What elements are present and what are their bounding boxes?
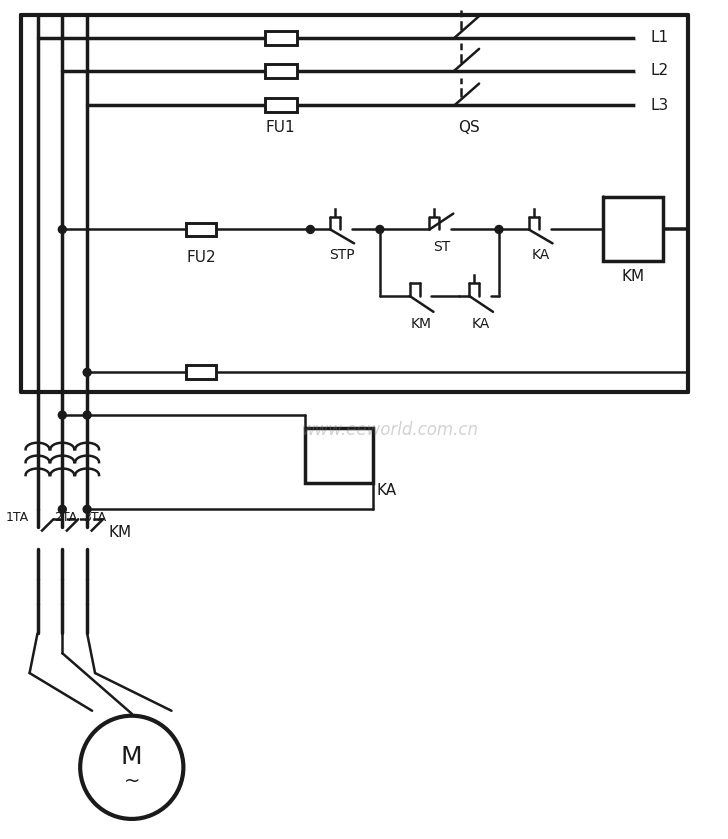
Text: L2: L2	[651, 63, 669, 78]
Circle shape	[58, 531, 66, 539]
Bar	[186, 366, 216, 379]
Circle shape	[83, 368, 91, 377]
Circle shape	[637, 32, 649, 44]
Text: FU1: FU1	[266, 120, 296, 135]
Text: www.eeworld.com.cn: www.eeworld.com.cn	[301, 421, 478, 439]
Circle shape	[58, 226, 66, 233]
Circle shape	[306, 226, 314, 233]
Text: QS: QS	[459, 120, 480, 135]
Text: 1TA: 1TA	[6, 511, 29, 524]
Text: ~: ~	[124, 772, 140, 790]
Text: FU2: FU2	[186, 250, 216, 265]
Text: KA: KA	[472, 317, 490, 331]
Circle shape	[83, 411, 91, 419]
Text: L1: L1	[651, 30, 669, 45]
Circle shape	[495, 226, 503, 233]
Bar	[265, 64, 296, 78]
Circle shape	[376, 226, 384, 233]
Circle shape	[637, 100, 649, 112]
Circle shape	[58, 411, 66, 419]
Circle shape	[58, 505, 66, 513]
Text: 3TA: 3TA	[83, 511, 106, 524]
Circle shape	[80, 716, 183, 819]
Text: KM: KM	[622, 268, 644, 284]
Text: ST: ST	[432, 240, 450, 254]
Circle shape	[83, 531, 91, 539]
Circle shape	[637, 65, 649, 76]
Text: KA: KA	[531, 248, 550, 263]
Bar	[265, 31, 296, 44]
Bar	[186, 222, 216, 237]
Text: 2TA: 2TA	[55, 511, 77, 524]
Circle shape	[33, 531, 41, 539]
Bar	[306, 428, 373, 482]
Text: KA: KA	[377, 483, 397, 498]
Text: L3: L3	[651, 98, 669, 113]
Text: STP: STP	[329, 248, 355, 263]
Text: KM: KM	[411, 317, 432, 331]
Circle shape	[83, 505, 91, 513]
Bar	[265, 98, 296, 112]
Text: M: M	[121, 745, 143, 769]
Text: KM: KM	[109, 524, 132, 539]
Bar	[604, 196, 662, 261]
